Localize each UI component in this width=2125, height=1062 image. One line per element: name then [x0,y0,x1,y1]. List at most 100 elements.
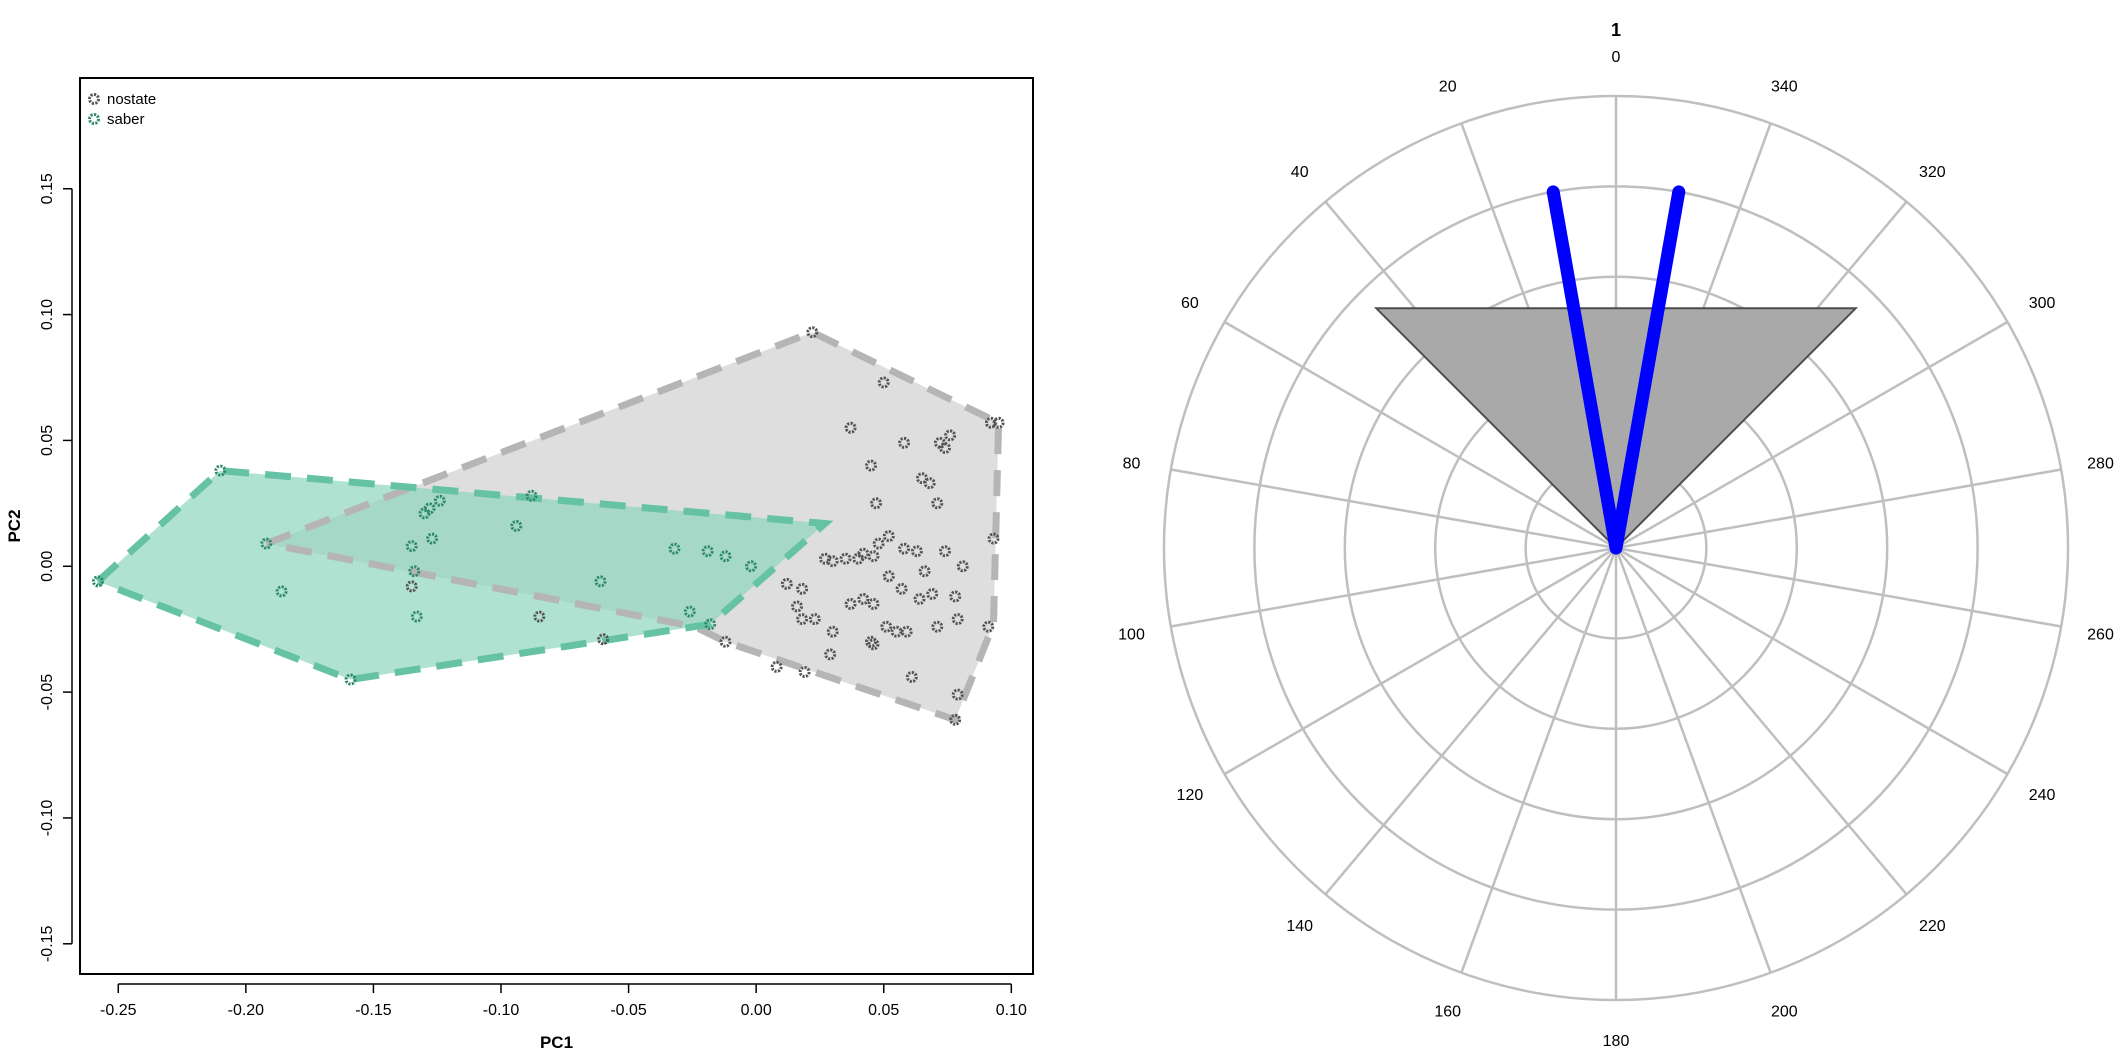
data-point-nostate [882,530,895,543]
data-point-nostate [870,497,883,510]
data-point-saber [275,585,288,598]
polar-angle-label: 120 [1177,787,1204,804]
data-point-nostate [719,635,732,648]
data-point-nostate [951,688,964,701]
data-point-nostate [987,532,1000,545]
x-tick-label: -0.05 [610,1002,647,1019]
data-point-saber [745,560,758,573]
polar-spoke [1615,547,1908,896]
data-point-nostate [865,459,877,472]
x-tick-label: -0.10 [483,1002,520,1019]
x-tick-label: -0.20 [228,1002,265,1019]
data-point-saber [594,575,607,588]
x-tick-label: -0.15 [355,1002,392,1019]
data-point-saber [426,532,439,545]
polar-angle-label: 200 [1771,1003,1798,1020]
data-point-saber [668,542,681,555]
polar-angle-label: 300 [2029,295,2056,312]
polar-spoke [1615,320,2009,550]
data-point-nostate [808,613,821,626]
legend-label-saber: saber [107,111,145,128]
data-point-nostate [984,416,997,429]
data-point-nostate [533,610,546,623]
data-point-saber [525,489,538,502]
data-point-nostate [949,713,962,726]
polar-spoke [1460,547,1618,974]
data-point-nostate [913,593,926,605]
hull-outline-saber [95,466,834,684]
polar-wedge [1373,307,1859,550]
data-point-nostate [826,625,839,638]
data-point-nostate [806,326,819,339]
y-tick-label: -0.15 [39,925,56,962]
data-point-nostate [939,442,951,454]
hull-fill-saber [97,470,825,680]
y-axis-title: PC2 [5,509,24,542]
x-tick-label: -0.25 [100,1002,137,1019]
legend-marker-saber [88,113,100,125]
polar-angle-label: 40 [1291,164,1309,181]
polar-angle-label: 320 [1919,164,1946,181]
data-point-nostate [910,545,923,558]
data-point-nostate [796,613,809,626]
y-tick-label: 0.05 [39,425,56,456]
data-point-nostate [900,625,913,638]
x-tick-label: 0.05 [868,1002,899,1019]
polar-vector-0 [1546,185,1623,555]
data-point-nostate [844,421,857,434]
data-point-saber [410,610,423,623]
data-point-saber [701,545,714,558]
point-layer [91,326,1005,726]
legend-item-nostate: nostate [88,91,156,108]
polar-angle-label: 140 [1286,918,1313,935]
polar-angle-label: 260 [2087,626,2114,643]
plot-frame [79,77,1034,975]
polar-spoke [1615,468,2062,550]
data-point-nostate [923,477,936,490]
polar-spoke [1614,547,1772,974]
data-point-nostate [597,633,610,646]
data-point-nostate [872,537,885,550]
y-tick-label: -0.10 [39,800,56,837]
data-point-nostate [890,625,903,638]
data-point-nostate [796,582,809,595]
polar-vector-1 [1609,185,1686,555]
polar-angle-label: 0 [1612,49,1621,66]
data-point-saber [344,673,357,686]
polar-spoke [1615,546,2062,628]
data-point-nostate [877,376,890,389]
data-point-nostate [880,620,893,633]
pca-scatter-plot: -0.25 -0.20 -0.15 -0.10 -0.05 0.00 0.05 0.10 -0… [5,77,1034,1052]
polar-angle-label: 160 [1434,1003,1461,1020]
data-point-nostate [982,620,995,633]
data-point-nostate [898,542,911,555]
data-point-nostate [956,560,969,573]
data-point-nostate [867,550,880,563]
data-point-nostate [895,582,908,595]
polar-spoke [1223,320,1617,550]
data-point-nostate [939,545,951,558]
data-point-nostate [819,552,831,565]
y-tick-label: 0.00 [39,551,56,582]
data-point-saber [214,464,227,477]
data-point-saber [405,540,418,553]
data-point-saber [91,575,104,588]
polar-spoke [1170,468,1617,550]
polar-angle-label: 340 [1771,79,1798,96]
data-point-saber [510,520,523,532]
data-point-nostate [867,598,880,610]
polar-spoke [1170,546,1617,628]
data-point-nostate [405,580,418,593]
polar-angle-label: 80 [1123,456,1141,473]
data-point-saber [408,565,421,578]
y-tick-label: 0.10 [39,299,56,330]
data-point-nostate [882,570,895,583]
data-point-nostate [931,497,944,510]
data-point-nostate [933,436,946,449]
x-axis: -0.25 -0.20 -0.15 -0.10 -0.05 0.00 0.05 0.10 [100,983,1027,1019]
y-axis: -0.15 -0.10 -0.05 0.00 0.05 0.10 0.15 [39,173,73,962]
data-point-nostate [951,613,964,626]
polar-spoke [1615,546,2009,776]
polar-angle-label: 20 [1439,79,1457,96]
